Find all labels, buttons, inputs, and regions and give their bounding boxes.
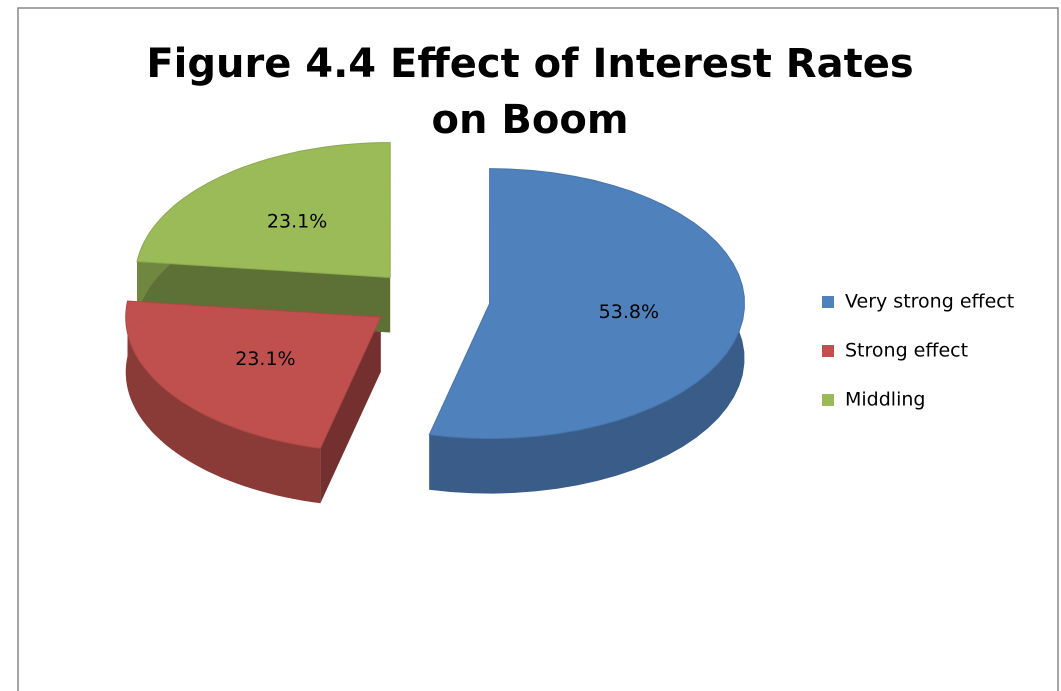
data-label: 53.8% [599, 301, 659, 323]
legend-label: Very strong effect [845, 291, 1014, 313]
legend-label: Middling [845, 389, 925, 411]
slice-side [125, 301, 321, 504]
legend-label: Strong effect [845, 340, 968, 362]
data-label: 23.1% [267, 211, 327, 233]
legend-swatch [822, 296, 834, 308]
pie-slice [136, 142, 391, 279]
chart-title: Figure 4.4 Effect of Interest Rates on B… [146, 41, 914, 143]
legend-swatch [822, 345, 834, 357]
legend-swatch [822, 394, 834, 406]
data-label: 23.1% [235, 348, 295, 370]
pie-slice [428, 168, 745, 440]
pie-slice [125, 300, 382, 449]
